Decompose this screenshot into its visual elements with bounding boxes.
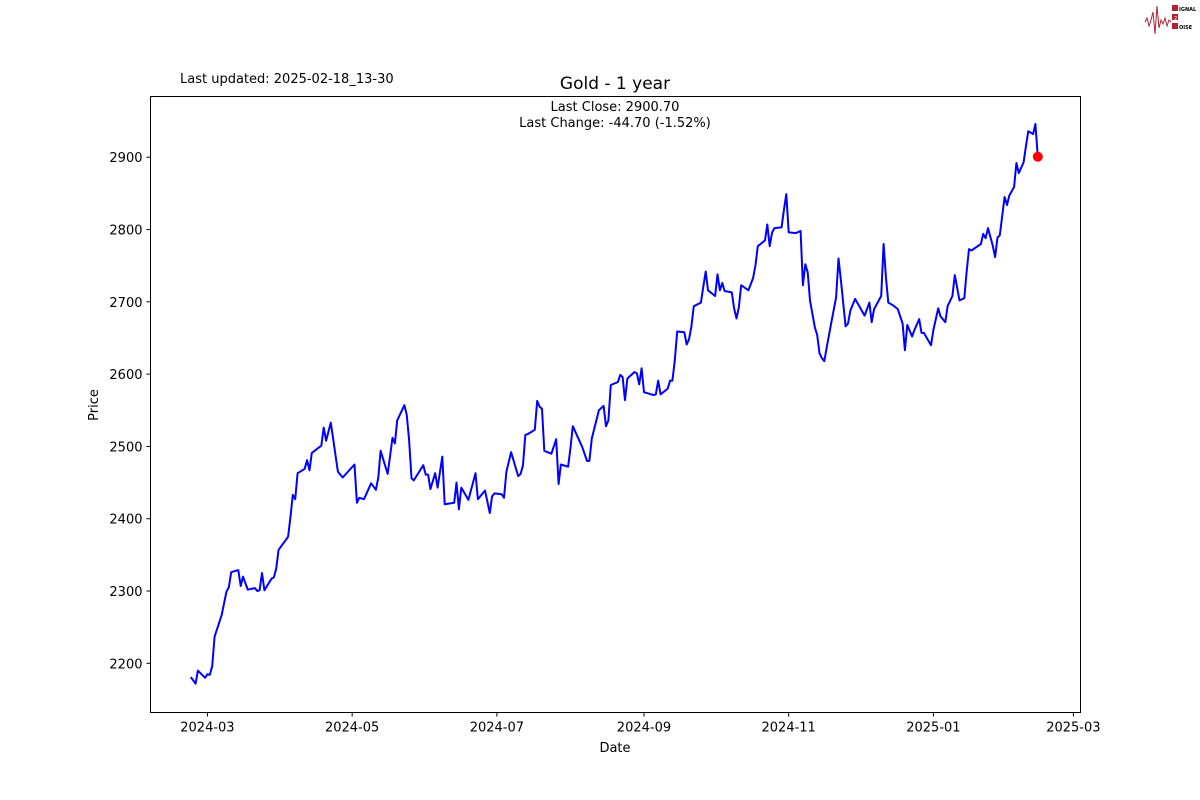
y-tick-label: 2800 — [109, 224, 142, 239]
chart-title: Gold - 1 year — [560, 74, 670, 94]
x-tick-label: 2024-07 — [470, 721, 524, 736]
x-axis-label: Date — [599, 741, 630, 756]
y-tick-label: 2600 — [109, 368, 142, 383]
y-tick-label: 2200 — [109, 657, 142, 672]
y-tick-label: 2400 — [109, 513, 142, 528]
price-line — [189, 123, 1039, 685]
x-tick-label: 2024-03 — [180, 721, 234, 736]
last-change-annotation: Last Change: -44.70 (-1.52%) — [519, 116, 711, 131]
y-tick-label: 2500 — [109, 440, 142, 455]
x-axis: 2024-03 2024-05 2024-07 2024-09 2024-11 2025-… — [180, 712, 1101, 736]
svg-text:OISE: OISE — [1179, 25, 1193, 31]
plot-frame — [150, 96, 1081, 713]
x-tick-label: 2024-11 — [762, 721, 816, 736]
y-axis-label: Price — [87, 389, 102, 421]
y-axis: 2200 2300 2400 2500 2600 2700 2800 2900 — [109, 151, 151, 672]
y-tick-label: 2700 — [109, 296, 142, 311]
x-tick-label: 2024-09 — [617, 721, 671, 736]
x-tick-label: 2024-05 — [325, 721, 379, 736]
last-close-marker — [1032, 151, 1043, 162]
signal-2-noise-logo: IGNAL 2 OISE — [1144, 5, 1197, 35]
last-close-annotation: Last Close: 2900.70 — [551, 100, 680, 115]
last-updated-label: Last updated: 2025-02-18_13-30 — [180, 72, 394, 87]
svg-text:2: 2 — [1174, 16, 1177, 22]
svg-text:IGNAL: IGNAL — [1179, 7, 1197, 13]
x-tick-label: 2025-01 — [906, 721, 960, 736]
y-tick-label: 2300 — [109, 585, 142, 600]
x-tick-label: 2025-03 — [1046, 721, 1100, 736]
logo-waveform-icon — [1144, 5, 1172, 35]
y-tick-label: 2900 — [109, 151, 142, 166]
